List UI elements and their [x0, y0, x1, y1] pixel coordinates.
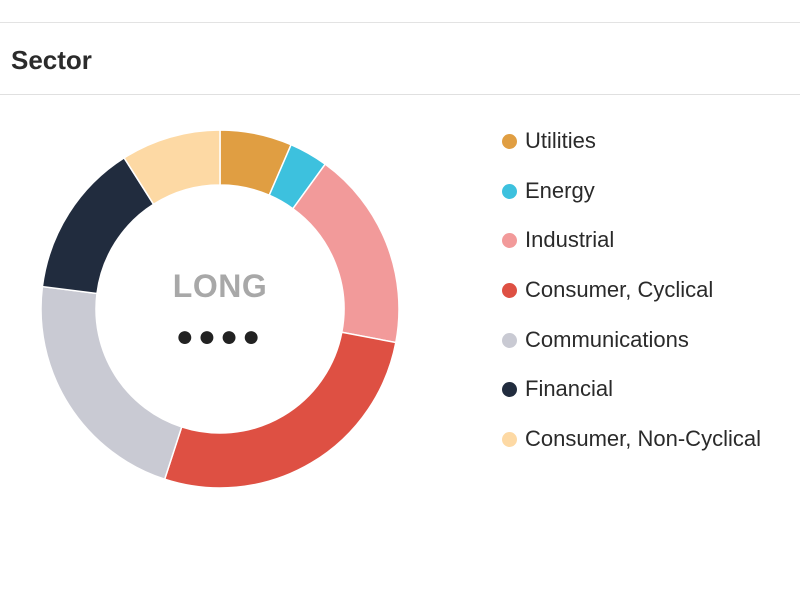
legend-label: Financial: [525, 376, 614, 402]
legend-swatch-icon: [502, 233, 517, 249]
legend-item[interactable]: Consumer, Non-Cyclical: [502, 424, 761, 474]
legend-item[interactable]: Utilities: [502, 126, 761, 176]
top-divider: [0, 22, 800, 23]
legend-swatch-icon: [502, 432, 517, 448]
section-header: Sector: [0, 23, 800, 95]
donut-slice-consumer-cyclical[interactable]: [163, 331, 397, 489]
legend-label: Communications: [525, 326, 689, 352]
legend-swatch-icon: [502, 134, 517, 149]
legend-item[interactable]: Financial: [502, 374, 761, 424]
legend-label: Energy: [525, 177, 595, 203]
chart-legend: Utilities Energy Industrial Consumer, Cycli…: [502, 126, 761, 474]
legend-label: Consumer, Non-Cyclical: [525, 426, 761, 452]
legend-swatch-icon: [502, 183, 517, 199]
legend-item[interactable]: Industrial: [502, 225, 761, 275]
donut-center-label: LONG: [172, 268, 268, 304]
donut-slice-communications[interactable]: [40, 285, 183, 481]
donut-slice-consumer-non-cyclical[interactable]: [123, 129, 221, 206]
legend-swatch-icon: [502, 283, 517, 299]
legend-item[interactable]: Consumer, Cyclical: [502, 275, 761, 325]
legend-label: Industrial: [525, 227, 615, 253]
section-title: Sector: [11, 45, 92, 75]
legend-item[interactable]: Communications: [502, 325, 761, 375]
legend-swatch-icon: [502, 332, 517, 348]
legend-label: Consumer, Cyclical: [525, 277, 714, 303]
donut-slice-industrial[interactable]: [291, 163, 400, 344]
legend-label: Utilities: [525, 128, 596, 153]
legend-swatch-icon: [502, 382, 517, 398]
legend-item[interactable]: Energy: [502, 176, 761, 226]
donut-center-dots: ●●●●: [175, 320, 265, 353]
sector-donut-chart: [40, 129, 400, 489]
